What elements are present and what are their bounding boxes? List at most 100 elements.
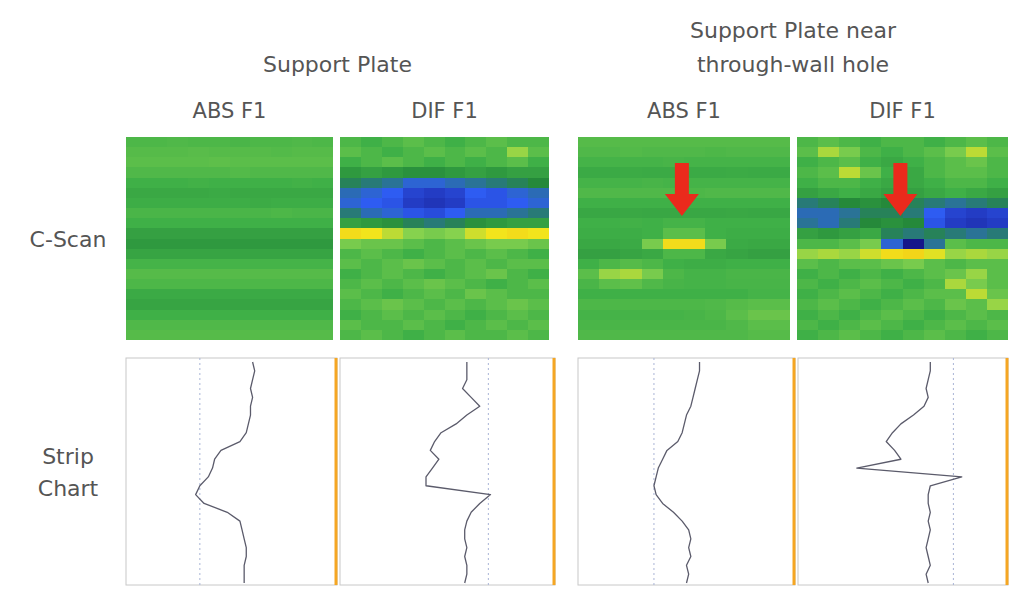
heat-cell	[382, 299, 404, 310]
heat-cell	[769, 228, 790, 239]
heat-cell	[966, 188, 988, 199]
indicator-arrow	[665, 163, 699, 216]
heat-cell	[445, 198, 467, 209]
heat-cell	[620, 310, 642, 321]
heat-cell	[209, 147, 230, 158]
heat-cell	[147, 320, 168, 331]
heat-cell	[424, 259, 446, 270]
heat-cell	[486, 147, 508, 158]
heat-cell	[987, 330, 1008, 340]
heat-cell	[797, 320, 819, 331]
heat-cell	[292, 259, 313, 270]
heat-cell	[945, 178, 967, 189]
heat-cell	[340, 178, 362, 189]
heat-cell	[726, 279, 748, 290]
heat-cell	[945, 198, 967, 209]
heat-cell	[642, 330, 664, 340]
heat-cell	[382, 188, 404, 199]
heat-cell	[924, 310, 946, 321]
heat-cell	[726, 188, 748, 199]
heat-cell	[312, 208, 333, 219]
plot-frame	[798, 358, 1008, 585]
heat-cell	[340, 289, 362, 300]
heat-cell	[839, 310, 861, 321]
heat-cell	[403, 188, 425, 199]
heat-cell	[230, 178, 251, 189]
heat-cell	[663, 299, 685, 310]
heat-cell	[250, 269, 271, 280]
heat-cell	[209, 198, 230, 209]
channel-separator	[793, 358, 796, 585]
heat-cell	[465, 299, 487, 310]
heat-cell	[769, 188, 790, 199]
heat-cell	[684, 259, 706, 270]
heat-cell	[987, 188, 1008, 199]
heat-cell	[726, 147, 748, 158]
heat-cell	[445, 269, 467, 280]
heat-cell	[209, 269, 230, 280]
heat-cell	[465, 188, 487, 199]
heat-cell	[987, 167, 1008, 178]
heat-cell	[578, 330, 600, 340]
heat-cell	[769, 218, 790, 229]
heat-cell	[769, 269, 790, 280]
heat-cell	[403, 208, 425, 219]
heat-cell	[818, 167, 840, 178]
heat-cell	[769, 239, 790, 250]
heat-cell	[642, 249, 664, 260]
heat-cell	[403, 198, 425, 209]
heat-cell	[748, 289, 770, 300]
heat-cell	[528, 239, 549, 250]
heat-cell	[818, 299, 840, 310]
heat-cell	[209, 289, 230, 300]
heat-cell	[797, 299, 819, 310]
heat-cell	[642, 320, 664, 331]
heat-cell	[403, 310, 425, 321]
heat-cell	[403, 157, 425, 168]
heat-cell	[230, 259, 251, 270]
heat-cell	[271, 228, 292, 239]
heat-cell	[797, 157, 819, 168]
heat-cell	[465, 198, 487, 209]
heat-cell	[860, 310, 882, 321]
heat-cell	[230, 320, 251, 331]
heat-cell	[424, 310, 446, 321]
heat-cell	[271, 198, 292, 209]
heat-cell	[312, 259, 333, 270]
heat-cell	[382, 157, 404, 168]
heat-cell	[663, 269, 685, 280]
heat-cell	[382, 198, 404, 209]
heat-cell	[188, 269, 209, 280]
heat-cell	[126, 269, 147, 280]
signal-trace	[426, 362, 491, 583]
heat-cell	[188, 239, 209, 250]
heat-cell	[903, 137, 925, 148]
heat-cell	[445, 259, 467, 270]
heat-cell	[382, 330, 404, 340]
heat-cell	[797, 279, 819, 290]
heat-cell	[748, 167, 770, 178]
heat-cell	[340, 299, 362, 310]
heat-cell	[147, 167, 168, 178]
heat-cell	[361, 218, 383, 229]
heat-cell	[486, 218, 508, 229]
heat-cell	[312, 269, 333, 280]
heat-cell	[599, 249, 621, 260]
heat-cell	[620, 188, 642, 199]
heat-cell	[167, 198, 188, 209]
heat-cell	[769, 299, 790, 310]
heat-cell	[839, 259, 861, 270]
heat-cell	[147, 330, 168, 340]
heat-cell	[271, 320, 292, 331]
heat-cell	[292, 157, 313, 168]
heat-cell	[147, 228, 168, 239]
heat-cell	[797, 188, 819, 199]
heat-cell	[818, 259, 840, 270]
heat-cell	[839, 228, 861, 239]
heatmap	[340, 137, 549, 340]
heat-cell	[578, 188, 600, 199]
heat-cell	[881, 218, 903, 229]
heat-cell	[599, 259, 621, 270]
heat-cell	[250, 137, 271, 148]
heat-cell	[818, 320, 840, 331]
